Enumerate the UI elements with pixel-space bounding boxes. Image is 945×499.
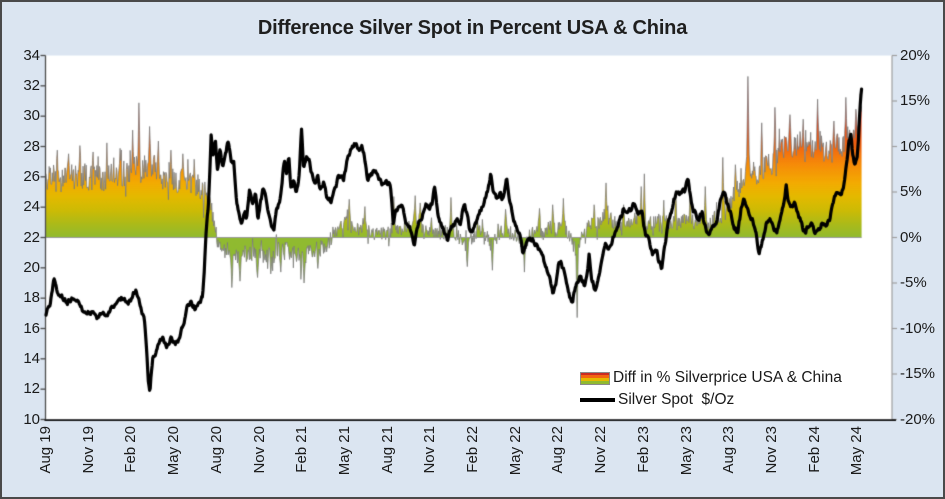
left-axis-tick-label: 28 (23, 137, 40, 155)
left-axis-tick-label: 12 (23, 380, 40, 398)
x-axis-tick-label: May 24 (848, 426, 866, 476)
left-axis-tick-label: 20 (23, 258, 40, 276)
area-gradient-swatch-icon (580, 371, 610, 385)
left-axis-tick-label: 18 (23, 289, 40, 307)
x-axis-tick-label: May 22 (506, 426, 524, 476)
x-axis-tick-label: Aug 23 (720, 426, 738, 474)
x-axis-tick-label: Nov 19 (79, 426, 97, 474)
x-axis-tick-label: Nov 23 (762, 426, 780, 474)
left-axis-tick-label: 34 (23, 46, 40, 64)
right-axis-tick-label: -15% (900, 365, 936, 382)
right-axis-tick-label: 20% (900, 46, 931, 64)
x-axis-tick-label: May 20 (165, 426, 183, 476)
right-axis-tick-label: -5% (900, 274, 927, 291)
left-axis-tick-label: 26 (23, 167, 40, 185)
x-axis-tick-label: May 21 (335, 426, 353, 476)
chart-title: Difference Silver Spot in Percent USA & … (257, 17, 688, 39)
x-axis-tick-label: Feb 21 (293, 426, 311, 473)
x-axis-tick-label: Aug 19 (37, 426, 54, 474)
x-axis-tick-label: Feb 20 (122, 426, 140, 473)
right-axis-tick-label: 10% (900, 137, 931, 155)
left-axis-tick-label: 10 (23, 410, 40, 428)
right-axis-tick-label: -10% (900, 319, 936, 337)
x-axis-tick-label: Nov 21 (421, 426, 439, 474)
right-axis-tick-label: 15% (900, 92, 931, 109)
line-swatch-icon (580, 398, 615, 402)
left-axis-tick-label: 16 (23, 319, 40, 337)
legend-item-spot: Silver Spot $/Oz (580, 389, 842, 411)
right-axis-tick-label: 5% (900, 183, 922, 200)
legend-label-diff: Diff in % Silverprice USA & China (613, 369, 842, 386)
left-axis-tick-label: 14 (23, 349, 40, 367)
x-axis-tick-label: Nov 20 (250, 426, 268, 474)
left-axis-tick-label: 24 (23, 198, 40, 216)
x-axis-tick-label: Aug 22 (549, 426, 567, 474)
left-axis-tick-label: 30 (23, 107, 40, 125)
x-axis-tick-label: Aug 21 (378, 426, 396, 474)
legend-label-spot: Silver Spot $/Oz (618, 391, 735, 408)
x-axis-tick-label: Feb 24 (805, 426, 823, 473)
x-axis-tick-label: Feb 22 (464, 426, 481, 473)
x-axis-tick-label: Aug 20 (207, 426, 225, 474)
x-axis-tick-label: May 23 (677, 426, 695, 476)
right-axis-tick-label: 0% (900, 228, 922, 246)
x-axis-tick-label: Feb 23 (634, 426, 652, 473)
legend-item-diff: Diff in % Silverprice USA & China (580, 367, 842, 389)
x-axis-tick-label: Nov 22 (592, 426, 610, 474)
legend: Diff in % Silverprice USA & China Silver… (580, 367, 842, 411)
right-axis-tick-label: -20% (900, 410, 936, 428)
left-axis-tick-label: 32 (23, 76, 40, 94)
left-axis-tick-label: 22 (23, 228, 40, 246)
